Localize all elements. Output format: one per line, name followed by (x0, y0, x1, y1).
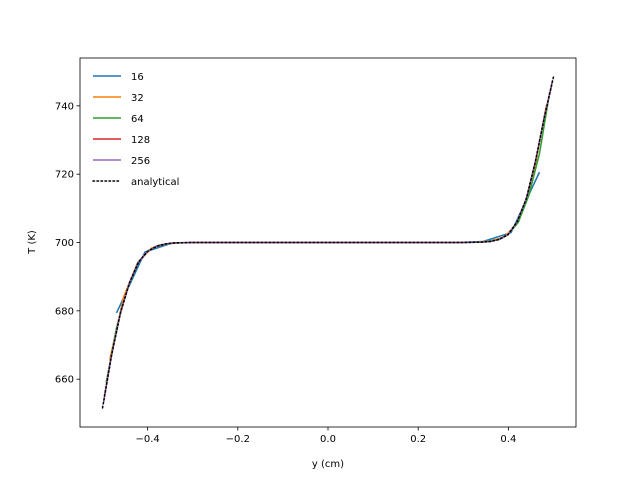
legend-label-0: 16 (131, 72, 144, 83)
legend-label-5: analytical (131, 177, 179, 188)
legend: 16 32 64 128 256 analytical (92, 72, 179, 188)
legend-label-4: 256 (131, 156, 150, 167)
legend-label-3: 128 (131, 135, 150, 146)
legend-label-2: 64 (131, 114, 144, 125)
x-tick-label: 0.4 (500, 434, 516, 445)
x-tick-label: −0.2 (226, 434, 250, 445)
y-tick-label: 700 (55, 238, 74, 249)
x-tick-label: −0.4 (135, 434, 159, 445)
plot-area (101, 76, 555, 409)
y-axis-label: T (K) (27, 230, 38, 255)
y-tick-label: 720 (55, 170, 74, 181)
x-tick-label: 0.0 (320, 434, 336, 445)
series-line-5 (101, 76, 555, 409)
x-axis-label: y (cm) (312, 459, 344, 470)
y-tick-label: 680 (55, 306, 74, 317)
x-tick-label: 0.2 (410, 434, 426, 445)
legend-label-1: 32 (131, 93, 144, 104)
y-tick-label: 660 (55, 375, 74, 386)
axes: −0.4 −0.2 0.0 0.2 0.4 660 680 700 720 740 (55, 57, 577, 445)
y-tick-label: 740 (55, 101, 74, 112)
